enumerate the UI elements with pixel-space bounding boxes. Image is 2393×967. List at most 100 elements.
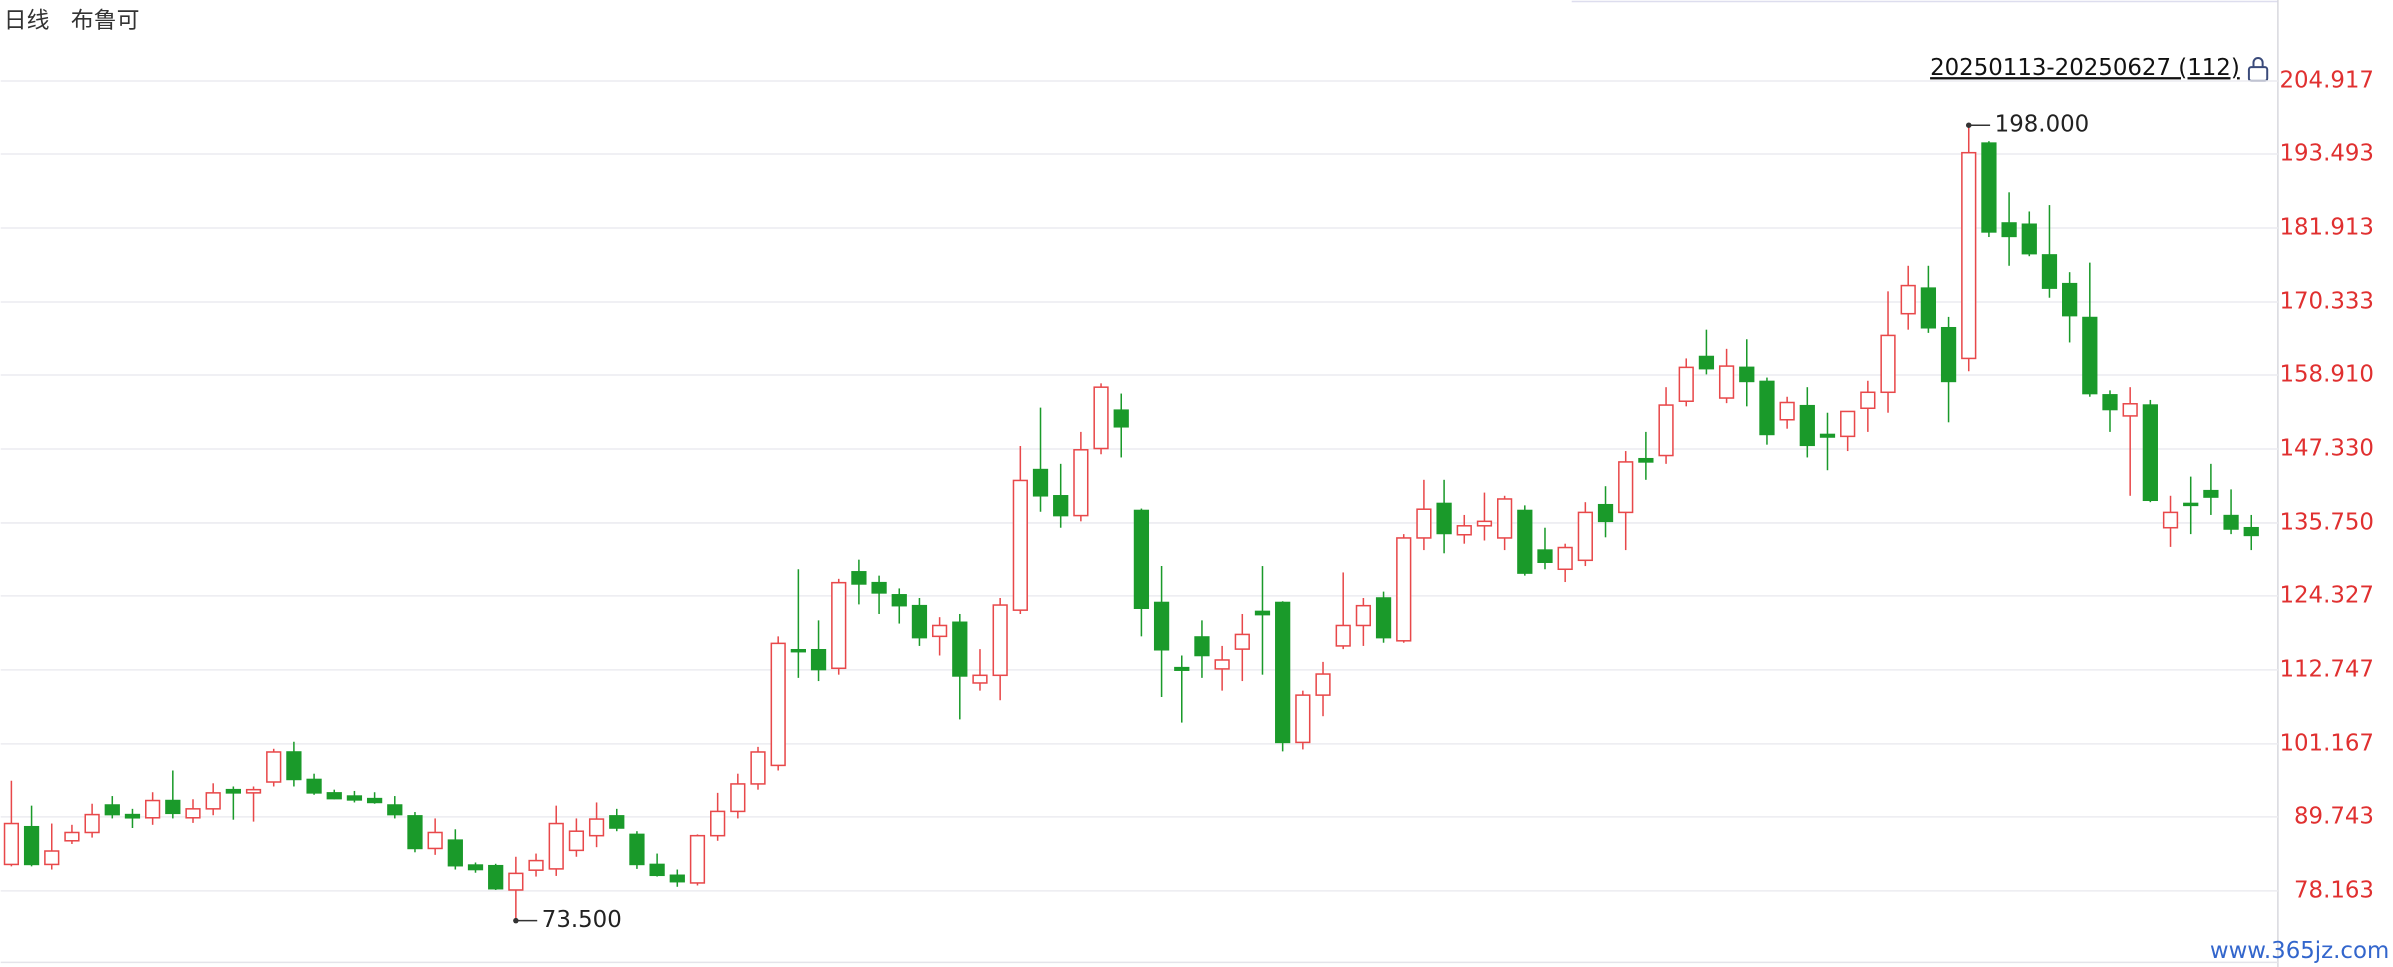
candle-body [1416, 508, 1432, 539]
candle-body [891, 594, 907, 607]
candle [568, 818, 585, 857]
candle-body [1779, 401, 1795, 421]
candle [508, 856, 524, 921]
candle-body [952, 621, 968, 677]
candle [2062, 272, 2078, 343]
candle-body [1658, 404, 1674, 457]
y-tick-label: 124.327 [2279, 582, 2374, 608]
candle [2162, 495, 2179, 547]
candle [952, 613, 968, 720]
candle-body [508, 872, 524, 891]
candle [1537, 527, 1553, 570]
candle [1396, 534, 1412, 643]
candle [972, 649, 988, 691]
candle [387, 796, 403, 819]
candle-body [1920, 287, 1937, 329]
candle [2223, 489, 2239, 535]
candle-body [266, 751, 282, 783]
candle-body [669, 874, 685, 883]
candle-body [2102, 394, 2118, 411]
candle-body [1335, 624, 1351, 647]
candle [1315, 661, 1331, 717]
candle [1456, 514, 1472, 544]
candle [1416, 479, 1432, 551]
candle-body [689, 834, 706, 884]
candle [1940, 316, 1957, 423]
candle-body [1638, 457, 1654, 463]
y-tick-label: 147.330 [2279, 435, 2374, 461]
candle-body [1678, 366, 1694, 402]
candle-body [649, 863, 665, 877]
candle-body [972, 674, 988, 684]
y-tick-label: 170.333 [2279, 288, 2374, 314]
candle [286, 741, 302, 787]
candle [3, 780, 20, 867]
candle-body [205, 792, 221, 810]
candle-body [710, 810, 726, 837]
candle [1678, 358, 1694, 407]
candle [145, 792, 161, 825]
candle [1557, 543, 1573, 583]
candle-body [1234, 633, 1250, 650]
candle [1638, 431, 1654, 480]
candle [124, 808, 141, 829]
candle-body [2062, 282, 2078, 317]
candle [1355, 598, 1372, 646]
candle [891, 588, 907, 624]
candle-body [2021, 223, 2037, 255]
candle [790, 569, 806, 678]
candle [1194, 620, 1210, 678]
range-label[interactable]: 20250113-20250627 (112) [1930, 55, 2240, 81]
candle-body [2203, 489, 2219, 498]
candle [770, 636, 786, 771]
extreme-dot [1965, 122, 1972, 128]
candle-body [1133, 509, 1150, 609]
candle-body [770, 642, 786, 767]
candles [3, 125, 2259, 921]
candle [1880, 291, 1896, 413]
candle-body [467, 864, 484, 871]
candle-body [750, 751, 766, 785]
candle [407, 812, 423, 853]
candle-body [1295, 694, 1311, 744]
candle [1254, 566, 1271, 675]
candle [346, 790, 363, 803]
candle-body [1174, 666, 1190, 671]
candle [1819, 412, 1836, 471]
y-tick-label: 101.167 [2279, 730, 2374, 756]
candle-body [1840, 410, 1856, 438]
candle-body [831, 581, 847, 670]
candle [366, 792, 383, 804]
candle [467, 862, 484, 873]
candle [1577, 502, 1593, 567]
candle [1618, 451, 1634, 551]
candle-body [2122, 403, 2138, 417]
candle-body [548, 822, 564, 870]
candle [689, 834, 706, 886]
candle [488, 863, 504, 890]
candle-body [1053, 495, 1069, 517]
candle-body [568, 830, 585, 852]
candle [1497, 495, 1513, 551]
y-tick-label: 135.750 [2279, 509, 2374, 535]
candle-body [1860, 391, 1876, 410]
candle-body [64, 831, 80, 842]
candle-body [2162, 511, 2179, 529]
candle-body [1375, 597, 1392, 639]
candle [1597, 486, 1614, 538]
candle [2122, 387, 2138, 496]
candle-body [1254, 610, 1271, 616]
candle [992, 598, 1008, 701]
candle [1113, 393, 1129, 458]
candle-body [992, 604, 1008, 677]
candle [1335, 572, 1351, 650]
candle [588, 802, 605, 848]
candle [1234, 613, 1250, 682]
candle [1718, 348, 1735, 404]
candle-body [1517, 509, 1533, 574]
candle-body [1880, 334, 1896, 394]
candle [851, 559, 867, 605]
candle [1275, 601, 1291, 752]
candle-body [931, 624, 948, 638]
candle [1093, 383, 1109, 455]
